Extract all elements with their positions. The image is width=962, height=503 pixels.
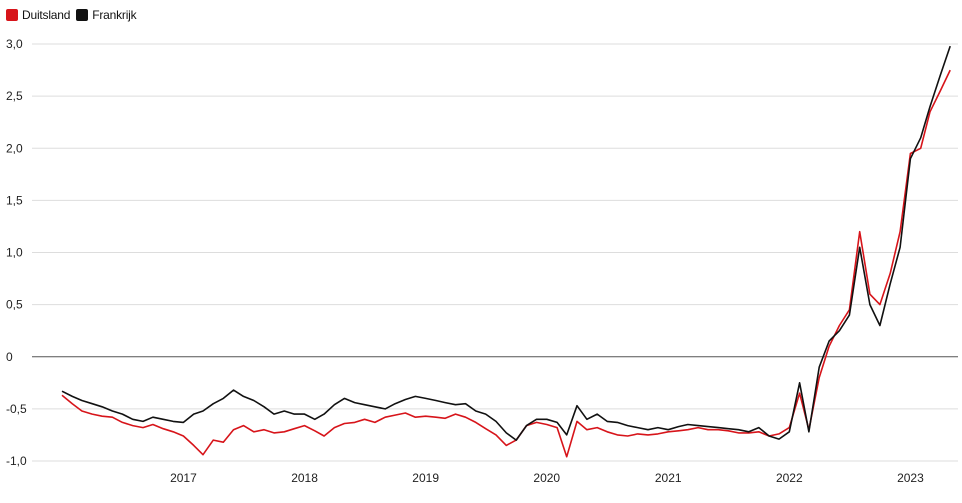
legend-label-duitsland: Duitsland <box>22 8 71 22</box>
legend-swatch-frankrijk <box>76 9 89 21</box>
legend-item-frankrijk[interactable]: Frankrijk <box>76 8 137 22</box>
x-tick-label: 2022 <box>776 471 803 485</box>
y-tick-label: 2,0 <box>6 141 23 155</box>
x-tick-label: 2020 <box>533 471 560 485</box>
x-tick-label: 2017 <box>170 471 197 485</box>
y-tick-label: 2,5 <box>6 89 23 103</box>
legend-swatch-duitsland <box>6 9 18 21</box>
y-tick-label: 1,5 <box>6 193 23 207</box>
legend-label-frankrijk: Frankrijk <box>92 8 137 22</box>
y-tick-label: 3,0 <box>6 37 23 51</box>
x-tick-label: 2023 <box>897 471 924 485</box>
y-tick-label: 1,0 <box>6 246 23 260</box>
x-tick-label: 2021 <box>655 471 682 485</box>
y-tick-label: 0,5 <box>6 298 23 312</box>
x-tick-label: 2019 <box>412 471 439 485</box>
y-tick-label: -0,5 <box>6 402 27 416</box>
y-tick-label: -1,0 <box>6 454 27 468</box>
legend: Duitsland Frankrijk <box>6 6 137 24</box>
series-line-duitsland <box>61 69 951 458</box>
legend-item-duitsland[interactable]: Duitsland <box>6 8 70 22</box>
y-tick-label: 0 <box>6 350 13 364</box>
series-line-frankrijk <box>61 45 951 441</box>
x-tick-label: 2018 <box>291 471 318 485</box>
